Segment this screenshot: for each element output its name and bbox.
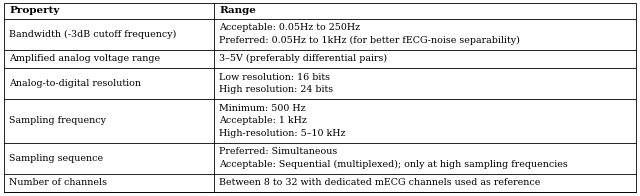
Text: Bandwidth (-3dB cutoff frequency): Bandwidth (-3dB cutoff frequency) <box>9 29 177 39</box>
Text: High resolution: 24 bits: High resolution: 24 bits <box>220 85 333 94</box>
Text: Acceptable: 0.05Hz to 250Hz: Acceptable: 0.05Hz to 250Hz <box>220 23 360 32</box>
Text: Acceptable: Sequential (multiplexed); only at high sampling frequencies: Acceptable: Sequential (multiplexed); on… <box>220 160 568 169</box>
Text: Between 8 to 32 with dedicated mECG channels used as reference: Between 8 to 32 with dedicated mECG chan… <box>220 178 541 187</box>
Text: Analog-to-digital resolution: Analog-to-digital resolution <box>9 79 141 88</box>
Text: Minimum: 500 Hz: Minimum: 500 Hz <box>220 104 306 113</box>
Text: Preferred: 0.05Hz to 1kHz (for better fECG-noise separability): Preferred: 0.05Hz to 1kHz (for better fE… <box>220 36 520 45</box>
Text: Preferred: Simultaneous: Preferred: Simultaneous <box>220 147 338 156</box>
Text: Low resolution: 16 bits: Low resolution: 16 bits <box>220 73 330 82</box>
Text: High-resolution: 5–10 kHz: High-resolution: 5–10 kHz <box>220 129 346 138</box>
Text: Amplified analog voltage range: Amplified analog voltage range <box>9 54 160 63</box>
Text: Sampling frequency: Sampling frequency <box>9 116 106 125</box>
Text: Range: Range <box>220 6 257 15</box>
Text: Acceptable: 1 kHz: Acceptable: 1 kHz <box>220 116 307 125</box>
Text: Number of channels: Number of channels <box>9 178 107 187</box>
Text: 3–5V (preferably differential pairs): 3–5V (preferably differential pairs) <box>220 54 388 63</box>
Text: Property: Property <box>9 6 60 15</box>
Text: Sampling sequence: Sampling sequence <box>9 154 103 162</box>
